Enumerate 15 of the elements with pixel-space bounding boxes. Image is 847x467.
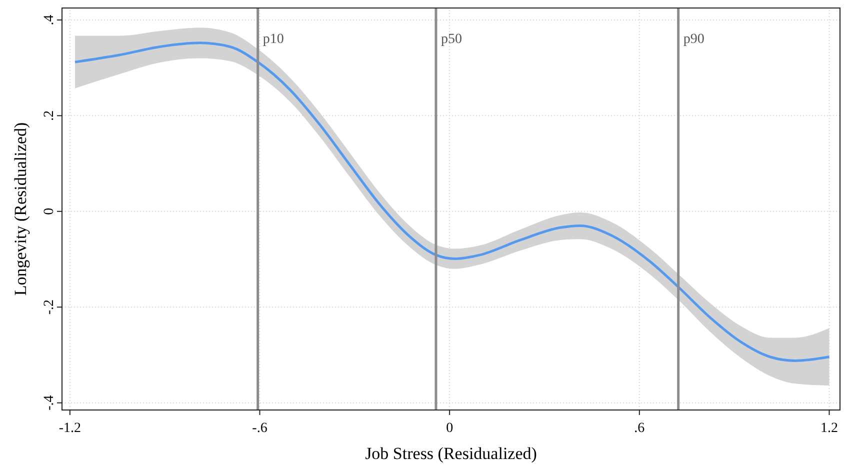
x-tick-label: .6	[634, 421, 645, 436]
x-tick-label: -1.2	[58, 421, 81, 436]
x-axis-title: Job Stress (Residualized)	[365, 444, 537, 463]
x-tick-label: 0	[446, 421, 454, 436]
x-tick-label: -.6	[252, 421, 268, 436]
y-tick-label: -.2	[42, 300, 57, 315]
y-tick-label: 0	[42, 208, 57, 215]
y-tick-label: .2	[42, 110, 57, 121]
x-tick-label: 1.2	[820, 421, 838, 436]
y-tick-label: .4	[42, 14, 57, 26]
y-tick-label: -.4	[42, 395, 57, 410]
y-axis-title: Longevity (Residualized)	[11, 122, 30, 296]
ref-line-label: p10	[262, 32, 284, 47]
ref-line-label: p50	[440, 32, 462, 47]
ref-line-label: p90	[683, 32, 704, 47]
